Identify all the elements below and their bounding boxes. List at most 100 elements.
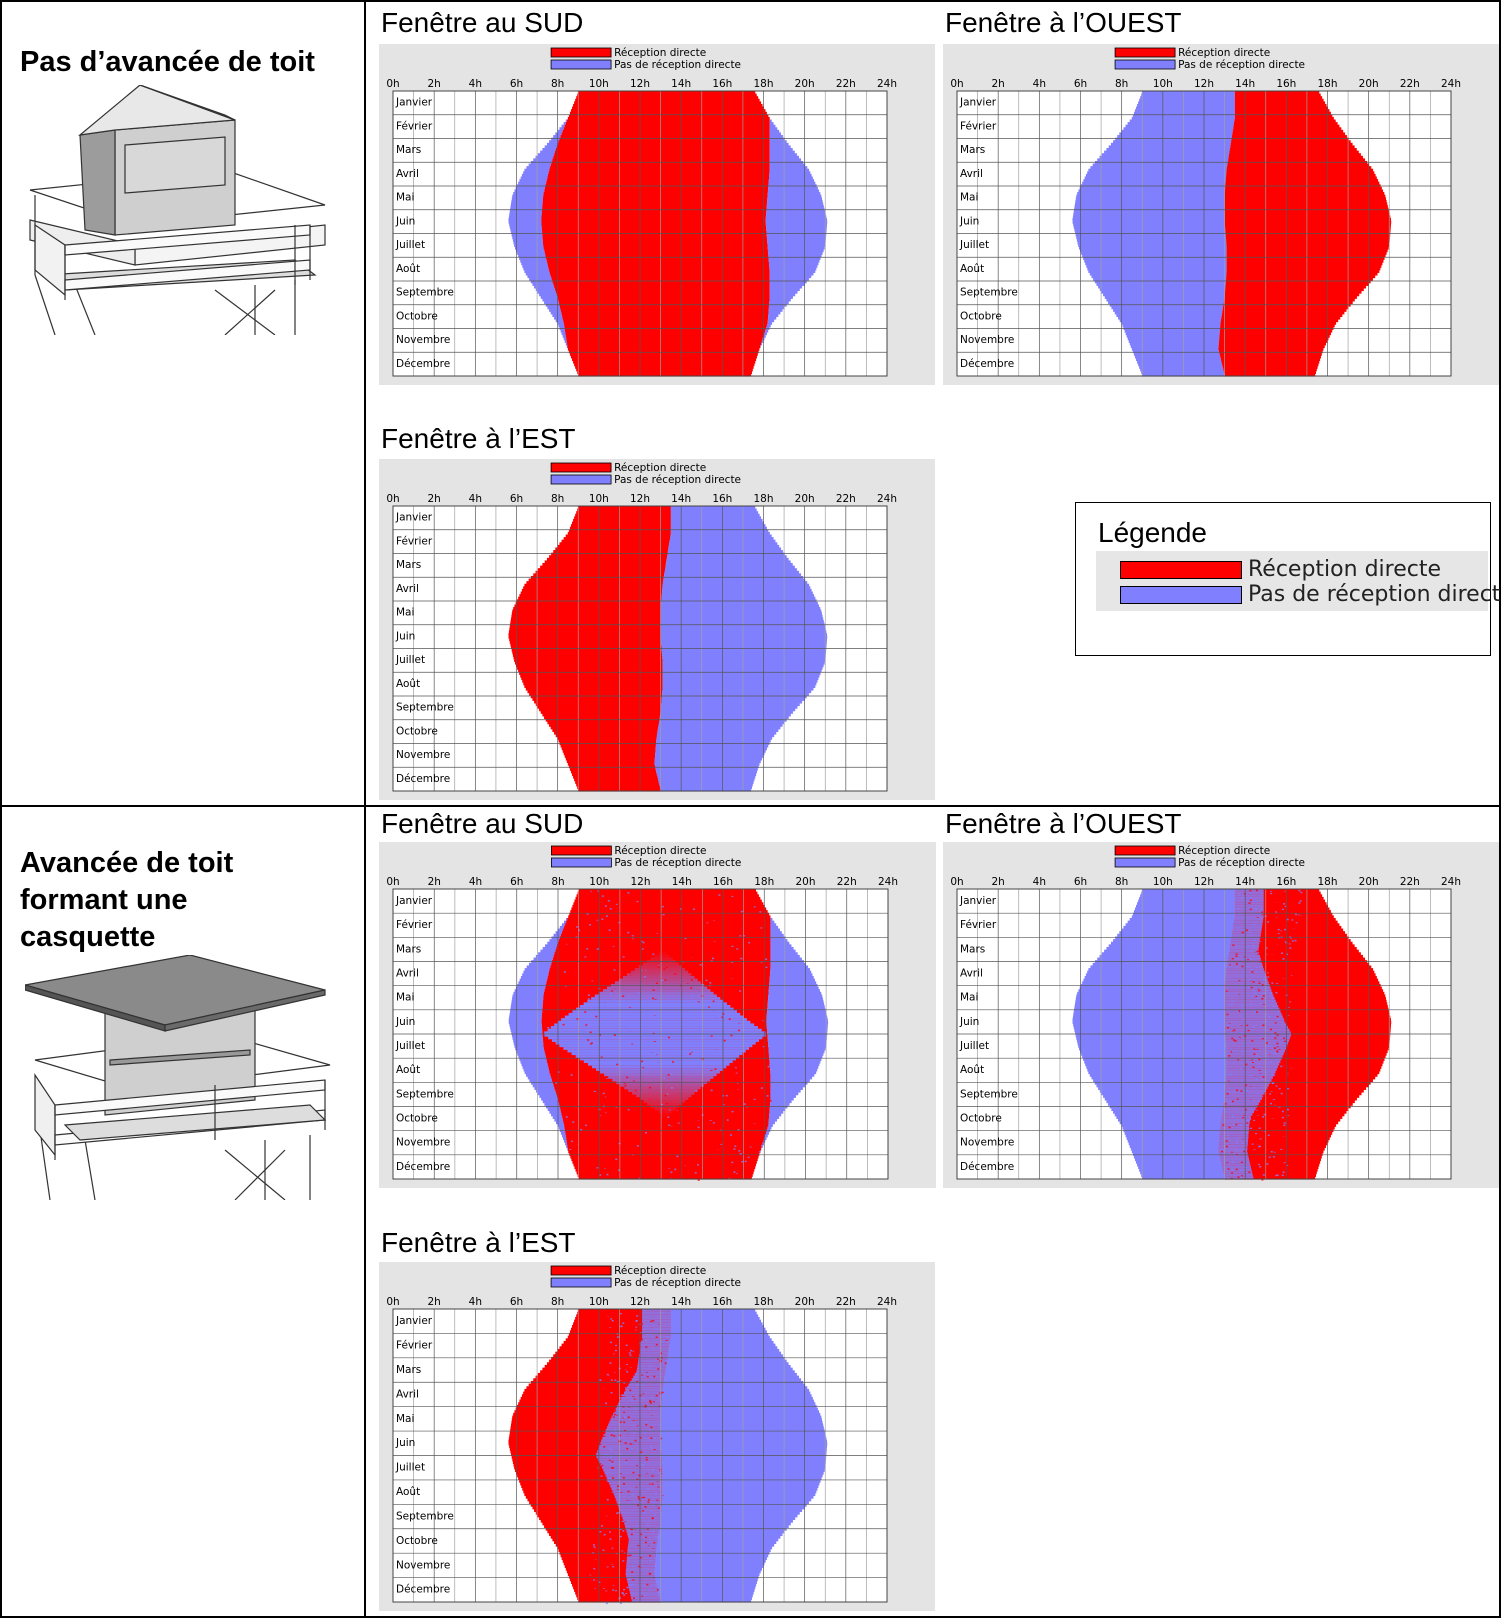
indirect-band	[526, 965, 551, 969]
shaded-band	[1234, 915, 1264, 919]
speckle	[664, 979, 667, 981]
direct-band	[1234, 101, 1326, 105]
x-tick-label: 2h	[428, 876, 441, 888]
direct-band	[555, 949, 771, 953]
speckle	[684, 1170, 687, 1172]
direct-band	[512, 609, 661, 613]
speckle	[632, 1080, 635, 1083]
indirect-band	[528, 163, 551, 167]
direct-band	[528, 578, 664, 582]
speckle	[1287, 924, 1290, 926]
direct-band	[577, 93, 757, 97]
speckle	[1253, 1119, 1256, 1122]
indirect-band	[661, 697, 805, 701]
direct-band	[566, 759, 655, 764]
speckle	[1253, 1053, 1256, 1055]
direct-band	[1224, 207, 1389, 211]
indirect-band	[770, 944, 792, 948]
direct-band	[574, 1319, 671, 1323]
direct-band	[573, 360, 756, 364]
shaded-band	[620, 1511, 662, 1515]
speckle	[1284, 905, 1287, 908]
direct-band	[551, 552, 668, 556]
x-tick-label: 10h	[589, 1296, 609, 1308]
speckle	[1281, 1069, 1284, 1071]
indirect-band	[655, 752, 765, 756]
legend-label: Réception directe	[614, 845, 706, 857]
shaded-band	[628, 1540, 658, 1544]
direct-band	[1225, 230, 1391, 235]
speckle	[1241, 897, 1244, 899]
indirect-band	[561, 331, 566, 336]
speckle	[633, 1500, 636, 1503]
speckle	[1247, 959, 1250, 961]
indirect-band	[1118, 316, 1222, 320]
speckle	[608, 929, 611, 931]
indirect-band	[660, 1519, 793, 1523]
indirect-band	[1101, 153, 1230, 157]
direct-band	[564, 754, 656, 758]
indirect-band	[769, 978, 815, 982]
table-column-divider	[364, 0, 366, 1618]
indirect-band	[523, 1068, 549, 1072]
speckle	[1263, 962, 1266, 965]
direct-band	[1219, 1139, 1329, 1143]
indirect-band	[768, 1044, 827, 1048]
indirect-band	[1075, 233, 1226, 237]
shaded-band	[1234, 907, 1264, 911]
speckle	[1274, 1022, 1277, 1024]
x-tick-label: 4h	[469, 78, 482, 90]
speckle	[607, 1493, 610, 1495]
indirect-band	[655, 1562, 765, 1566]
indirect-band	[661, 645, 827, 650]
x-tick-label: 14h	[1235, 876, 1255, 888]
speckle	[1235, 955, 1238, 958]
speckle	[605, 1453, 608, 1456]
speckle	[1297, 914, 1300, 917]
legend-swatch-indirect	[1114, 59, 1176, 70]
shaded-band	[627, 1546, 657, 1550]
speckle	[1238, 1056, 1241, 1059]
speckle	[653, 1137, 656, 1139]
speckle	[1268, 1148, 1271, 1151]
direct-band	[548, 171, 770, 175]
indirect-band	[668, 1348, 780, 1353]
month-labels: JanvierFévrierMarsAvrilMaiJuinJuilletAoû…	[959, 97, 1018, 370]
indirect-band	[1111, 1107, 1224, 1112]
indirect-band	[1114, 1113, 1223, 1117]
direct-band	[1226, 965, 1372, 969]
speckle	[619, 1535, 622, 1538]
speckle	[656, 1044, 659, 1047]
speckle	[623, 1594, 626, 1596]
speckle	[1276, 1018, 1279, 1021]
sun-bands	[508, 506, 828, 792]
speckle	[644, 1541, 647, 1544]
shaded-band	[628, 1538, 658, 1542]
speckle	[698, 1146, 701, 1148]
chart-title: Fenêtre à l’OUEST	[945, 7, 1182, 38]
direct-band	[560, 308, 769, 312]
direct-band	[1225, 1086, 1367, 1090]
indirect-band	[657, 728, 779, 733]
speckle	[736, 1042, 739, 1045]
speckle	[1265, 1120, 1268, 1122]
direct-band	[508, 632, 661, 637]
indirect-band	[656, 736, 773, 740]
indirect-band	[670, 1319, 762, 1323]
speckle	[1241, 931, 1244, 934]
speckle	[613, 969, 616, 971]
shaded-band	[1218, 1147, 1248, 1151]
direct-band	[510, 1428, 661, 1433]
indirect-band	[654, 762, 760, 766]
indirect-band	[660, 1439, 827, 1443]
speckle	[670, 1073, 673, 1076]
direct-band	[511, 612, 661, 616]
speckle	[1265, 1046, 1268, 1048]
speckle	[1242, 1117, 1245, 1119]
x-tick-label: 24h	[1441, 78, 1461, 90]
direct-band	[1225, 1081, 1371, 1085]
speckle	[650, 1320, 653, 1323]
indirect-band	[768, 986, 819, 990]
speckle	[759, 1072, 762, 1074]
